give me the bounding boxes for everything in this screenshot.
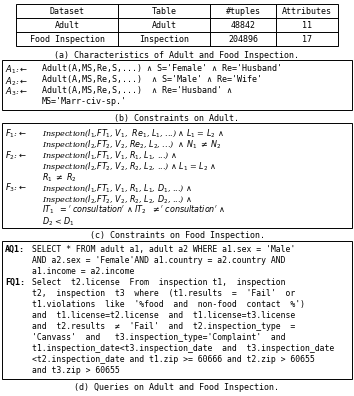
Text: (d) Queries on Adult and Food Inspection.: (d) Queries on Adult and Food Inspection… [74,383,280,392]
Text: Adult: Adult [152,21,177,30]
Text: AND a2.sex = 'Female'AND a1.country = a2.country AND: AND a2.sex = 'Female'AND a1.country = a2… [32,256,285,265]
Text: Inspection: Inspection [139,35,189,44]
Text: 11: 11 [302,21,312,30]
Text: Select  t2.license  From  inspection t1,  inspection: Select t2.license From inspection t1, in… [32,278,285,287]
Text: Adult(A,MS,Re,S,...)  ∧ Re='Husband' ∧: Adult(A,MS,Re,S,...) ∧ Re='Husband' ∧ [42,86,232,95]
Text: Table: Table [152,7,177,16]
Text: 48842: 48842 [230,21,256,30]
Text: SELECT * FROM adult a1, adult a2 WHERE a1.sex = 'Male': SELECT * FROM adult a1, adult a2 WHERE a… [32,245,295,254]
Text: $A_{2}$:$\leftarrow$: $A_{2}$:$\leftarrow$ [5,75,28,88]
Text: Dataset: Dataset [50,7,85,16]
Text: MS='Marr-civ-sp.': MS='Marr-civ-sp.' [42,97,127,106]
Bar [2,60,352,110]
Text: (a) Characteristics of Adult and Food Inspection.: (a) Characteristics of Adult and Food In… [55,51,299,59]
Bar [2,241,352,379]
Text: 'Canvass'  and   t3.inspection_type='Complaint'  and: 'Canvass' and t3.inspection_type='Compla… [32,333,285,342]
Text: $F_{1}$:$\leftarrow$: $F_{1}$:$\leftarrow$ [5,127,27,139]
Text: t2,  inspection  t3  where  (t1.results  =  'Fail'  or: t2, inspection t3 where (t1.results = 'F… [32,289,295,298]
Text: Inspection($I_2$,$FT_2$, $V_2$, $Re_2$, $L_2$, ...)  $\wedge$ $N_1$ $\neq$ $N_2$: Inspection($I_2$,$FT_2$, $V_2$, $Re_2$, … [42,138,222,151]
Text: Adult: Adult [55,21,80,30]
Text: $D_2$ < $D_1$: $D_2$ < $D_1$ [42,215,75,227]
Text: $A_{1}$:$\leftarrow$: $A_{1}$:$\leftarrow$ [5,64,28,76]
Text: #tuples: #tuples [225,7,261,16]
Text: Inspection($I_2$,$FT_2$, $V_2$, $R_2$, $L_2$, $D_2$, ...) $\wedge$: Inspection($I_2$,$FT_2$, $V_2$, $R_2$, $… [42,193,192,206]
Text: and  t1.license=t2.license  and  t1.license=t3.license: and t1.license=t2.license and t1.license… [32,311,295,320]
Text: Adult(A,MS,Re,S,...) ∧ S='Female' ∧ Re='Husband': Adult(A,MS,Re,S,...) ∧ S='Female' ∧ Re='… [42,64,282,73]
Text: 17: 17 [302,35,312,44]
Text: (c) Constraints on Food Inspection.: (c) Constraints on Food Inspection. [90,232,264,240]
Text: AQ1:: AQ1: [5,245,25,254]
Text: $R_1$ $\neq$ $R_2$: $R_1$ $\neq$ $R_2$ [42,171,77,183]
Text: Food Inspection: Food Inspection [29,35,104,44]
Text: <t2.inspection_date and t1.zip >= 60666 and t2.zip > 60655: <t2.inspection_date and t1.zip >= 60666 … [32,355,315,364]
Text: (b) Constraints on Adult.: (b) Constraints on Adult. [114,114,240,122]
Text: Inspection($I_1$,$FT_1$, $V_1$, $R_1$, $L_1$, $D_1$, ...) $\wedge$: Inspection($I_1$,$FT_1$, $V_1$, $R_1$, $… [42,182,192,195]
Bar [2,123,352,228]
Text: $F_{2}$:$\leftarrow$: $F_{2}$:$\leftarrow$ [5,149,27,162]
Text: Inspection($I_1$,$FT_1$, $V_1$, $R_1$, $L_1$, ...) $\wedge$: Inspection($I_1$,$FT_1$, $V_1$, $R_1$, $… [42,149,177,162]
Text: $F_{3}$:$\leftarrow$: $F_{3}$:$\leftarrow$ [5,182,27,194]
Text: $A_{3}$:$\leftarrow$: $A_{3}$:$\leftarrow$ [5,86,28,99]
Text: Inspection($I_2$,$FT_2$, $V_2$, $R_2$, $L_2$, ...) $\wedge$ $L_1$ = $L_2$ $\wedg: Inspection($I_2$,$FT_2$, $V_2$, $R_2$, $… [42,160,216,173]
Text: t1.violations  like  '%food  and  non-food  contact  %'): t1.violations like '%food and non-food c… [32,300,305,309]
Text: Attributes: Attributes [282,7,332,16]
Text: t1.inspection_date<t3.inspection_date  and  t3.inspection_date: t1.inspection_date<t3.inspection_date an… [32,344,334,353]
Text: and t3.zip > 60655: and t3.zip > 60655 [32,366,120,375]
Text: FQ1:: FQ1: [5,278,25,287]
Text: Adult(A,MS,Re,S,...)  ∧ S='Male' ∧ Re='Wife': Adult(A,MS,Re,S,...) ∧ S='Male' ∧ Re='Wi… [42,75,262,84]
Text: Inspection($I_1$,$FT_1$, $V_1$,  $Re_1$, $L_1$, ...) $\wedge$ $L_1$ = $L_2$ $\we: Inspection($I_1$,$FT_1$, $V_1$, $Re_1$, … [42,127,224,140]
Text: and  t2.results  ≠  'Fail'  and  t2.inspection_type  =: and t2.results ≠ 'Fail' and t2.inspectio… [32,322,295,331]
Text: a1.income = a2.income: a1.income = a2.income [32,267,135,276]
Text: $IT_1$  $=$$'$ $consultation$$'$ $\wedge$ $IT_2$  $\neq$$'$ $consultation$$'$ $\: $IT_1$ $=$$'$ $consultation$$'$ $\wedge$… [42,204,225,217]
Bar [16,4,338,46]
Text: 204896: 204896 [228,35,258,44]
